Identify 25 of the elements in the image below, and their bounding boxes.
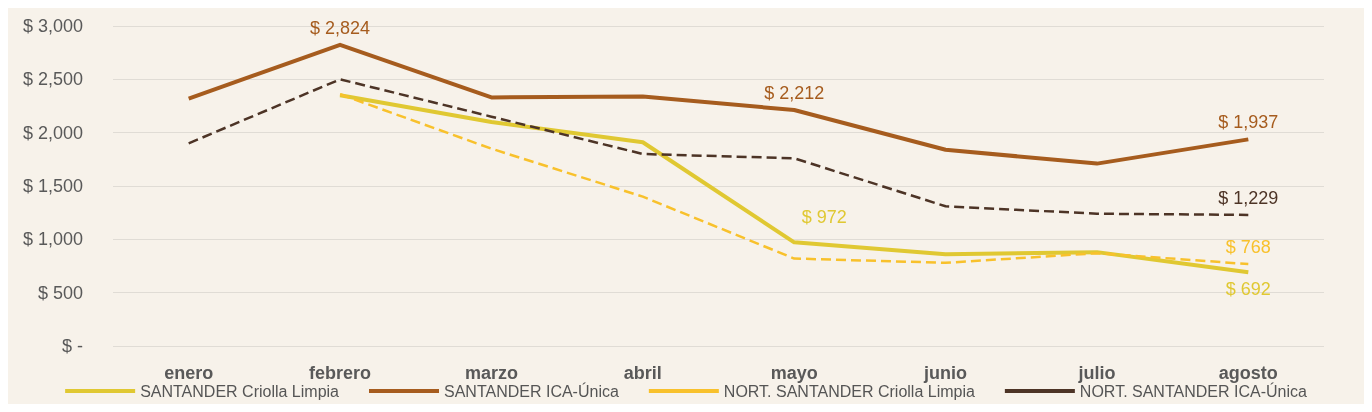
x-tick-label: abril [623, 363, 662, 383]
x-tick-label: julio [1077, 363, 1116, 383]
data-label: $ 1,937 [1218, 112, 1279, 133]
y-tick-label: $ 500 [37, 282, 83, 303]
y-tick-label: $ 1,000 [22, 229, 83, 250]
legend-label: NORT. SANTANDER Criolla Limpia [723, 382, 975, 400]
x-tick-label: marzo [464, 363, 518, 383]
y-tick-label: $ 2,000 [22, 122, 83, 143]
legend-label: SANTANDER ICA-Única [444, 381, 619, 400]
data-label: $ 692 [1225, 279, 1271, 300]
data-label: $ 972 [801, 207, 847, 228]
legend-label: SANTANDER Criolla Limpia [140, 382, 340, 400]
y-tick-label: $ 1,500 [22, 176, 83, 196]
x-tick-label: agosto [1218, 363, 1278, 383]
x-tick-label: mayo [770, 363, 818, 383]
y-tick-label: $ - [61, 336, 83, 356]
data-label: $ 2,824 [310, 17, 371, 38]
data-label: $ 768 [1225, 237, 1271, 258]
y-tick-label: $ 2,500 [22, 69, 83, 90]
x-tick-label: febrero [309, 363, 372, 383]
x-tick-label: junio [923, 363, 968, 383]
data-label: $ 2,212 [764, 83, 825, 104]
y-tick-label: $ 3,000 [22, 16, 83, 36]
data-label: $ 1,229 [1218, 187, 1279, 208]
x-tick-label: enero [164, 363, 214, 383]
